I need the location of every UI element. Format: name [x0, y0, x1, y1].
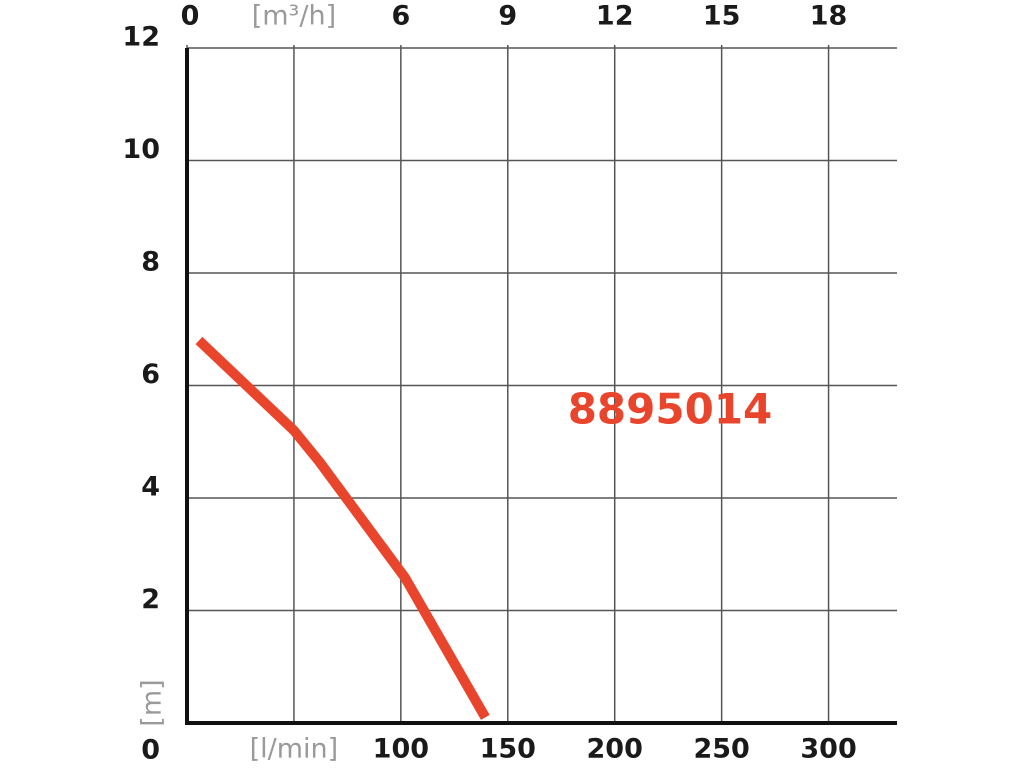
x2-tick-label: 0: [181, 1, 200, 32]
y-tick-label: 6: [141, 359, 160, 390]
x-tick-label: 300: [800, 734, 856, 765]
x2-tick-label: 15: [703, 1, 741, 32]
x2-tick-label: [m³/h]: [252, 1, 336, 32]
x-tick-label: [l/min]: [250, 734, 339, 765]
x-tick-label: 250: [693, 734, 749, 765]
x-tick-label: 100: [373, 734, 429, 765]
series-label: 8895014: [568, 385, 773, 434]
x-tick-label: 150: [480, 734, 536, 765]
x2-tick-label: 9: [498, 1, 517, 32]
y-tick-label: 12: [122, 22, 160, 53]
y-tick-label: 0: [141, 735, 160, 766]
y-tick-label: 2: [141, 584, 160, 615]
x2-tick-label: 18: [810, 1, 848, 32]
y-tick-label: 4: [141, 472, 160, 503]
series-line: [195, 336, 490, 720]
y-tick-label: 10: [122, 134, 160, 165]
x2-tick-label: 6: [391, 1, 410, 32]
x-tick-label: 200: [587, 734, 643, 765]
x2-tick-label: 12: [596, 1, 634, 32]
y-tick-label: 8: [141, 247, 160, 278]
y-axis-label: [m]: [137, 679, 168, 726]
